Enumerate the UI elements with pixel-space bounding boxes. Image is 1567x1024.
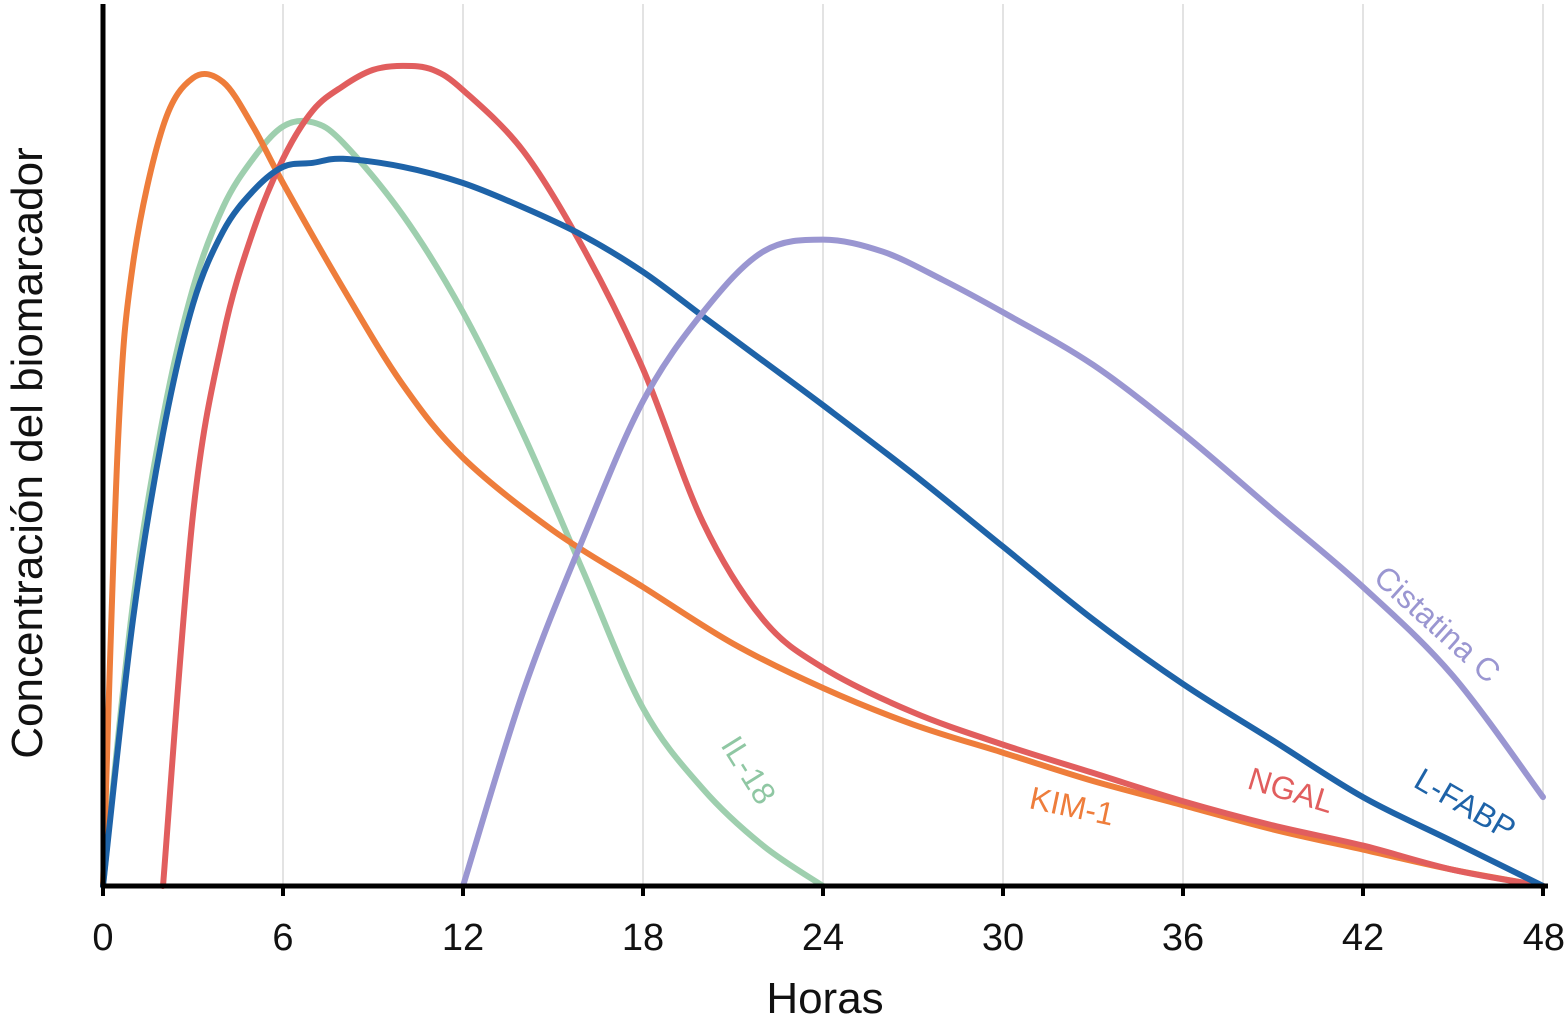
series-label-ngal: NGAL [1244, 760, 1338, 820]
series-line-l-fabp [100, 155, 1546, 889]
x-tick-label: 6 [272, 917, 293, 959]
series-line-il-18 [100, 117, 826, 889]
series-label-kim1: KIM-1 [1027, 780, 1118, 833]
y-axis-title: Concentración del biomarcador [3, 147, 52, 758]
series-line-cistatina-c [460, 236, 1546, 889]
x-tick-label: 18 [622, 917, 664, 959]
series-label-il18: IL-18 [714, 730, 783, 811]
series-label-cistatina: Cistatina C [1367, 558, 1507, 689]
x-tick-label: 36 [1162, 917, 1204, 959]
series-lines [100, 62, 1546, 889]
series-label-lfabp: L-FABP [1409, 761, 1522, 847]
axes [100, 4, 1548, 889]
series-line-ngal [160, 62, 1546, 889]
x-tick-label: 48 [1523, 917, 1565, 959]
x-tick-label: 30 [982, 917, 1024, 959]
x-tick-labels: 0 6 12 18 24 30 36 42 48 [92, 917, 1565, 959]
x-tick-label: 0 [92, 917, 113, 959]
x-tick-label: 42 [1342, 917, 1384, 959]
x-axis-title: Horas [766, 974, 883, 1023]
vertical-gridlines [282, 4, 1544, 886]
x-tick-label: 12 [442, 917, 484, 959]
x-ticks [101, 886, 1545, 896]
x-tick-label: 24 [802, 917, 844, 959]
series-line-kim-1 [100, 70, 1546, 889]
